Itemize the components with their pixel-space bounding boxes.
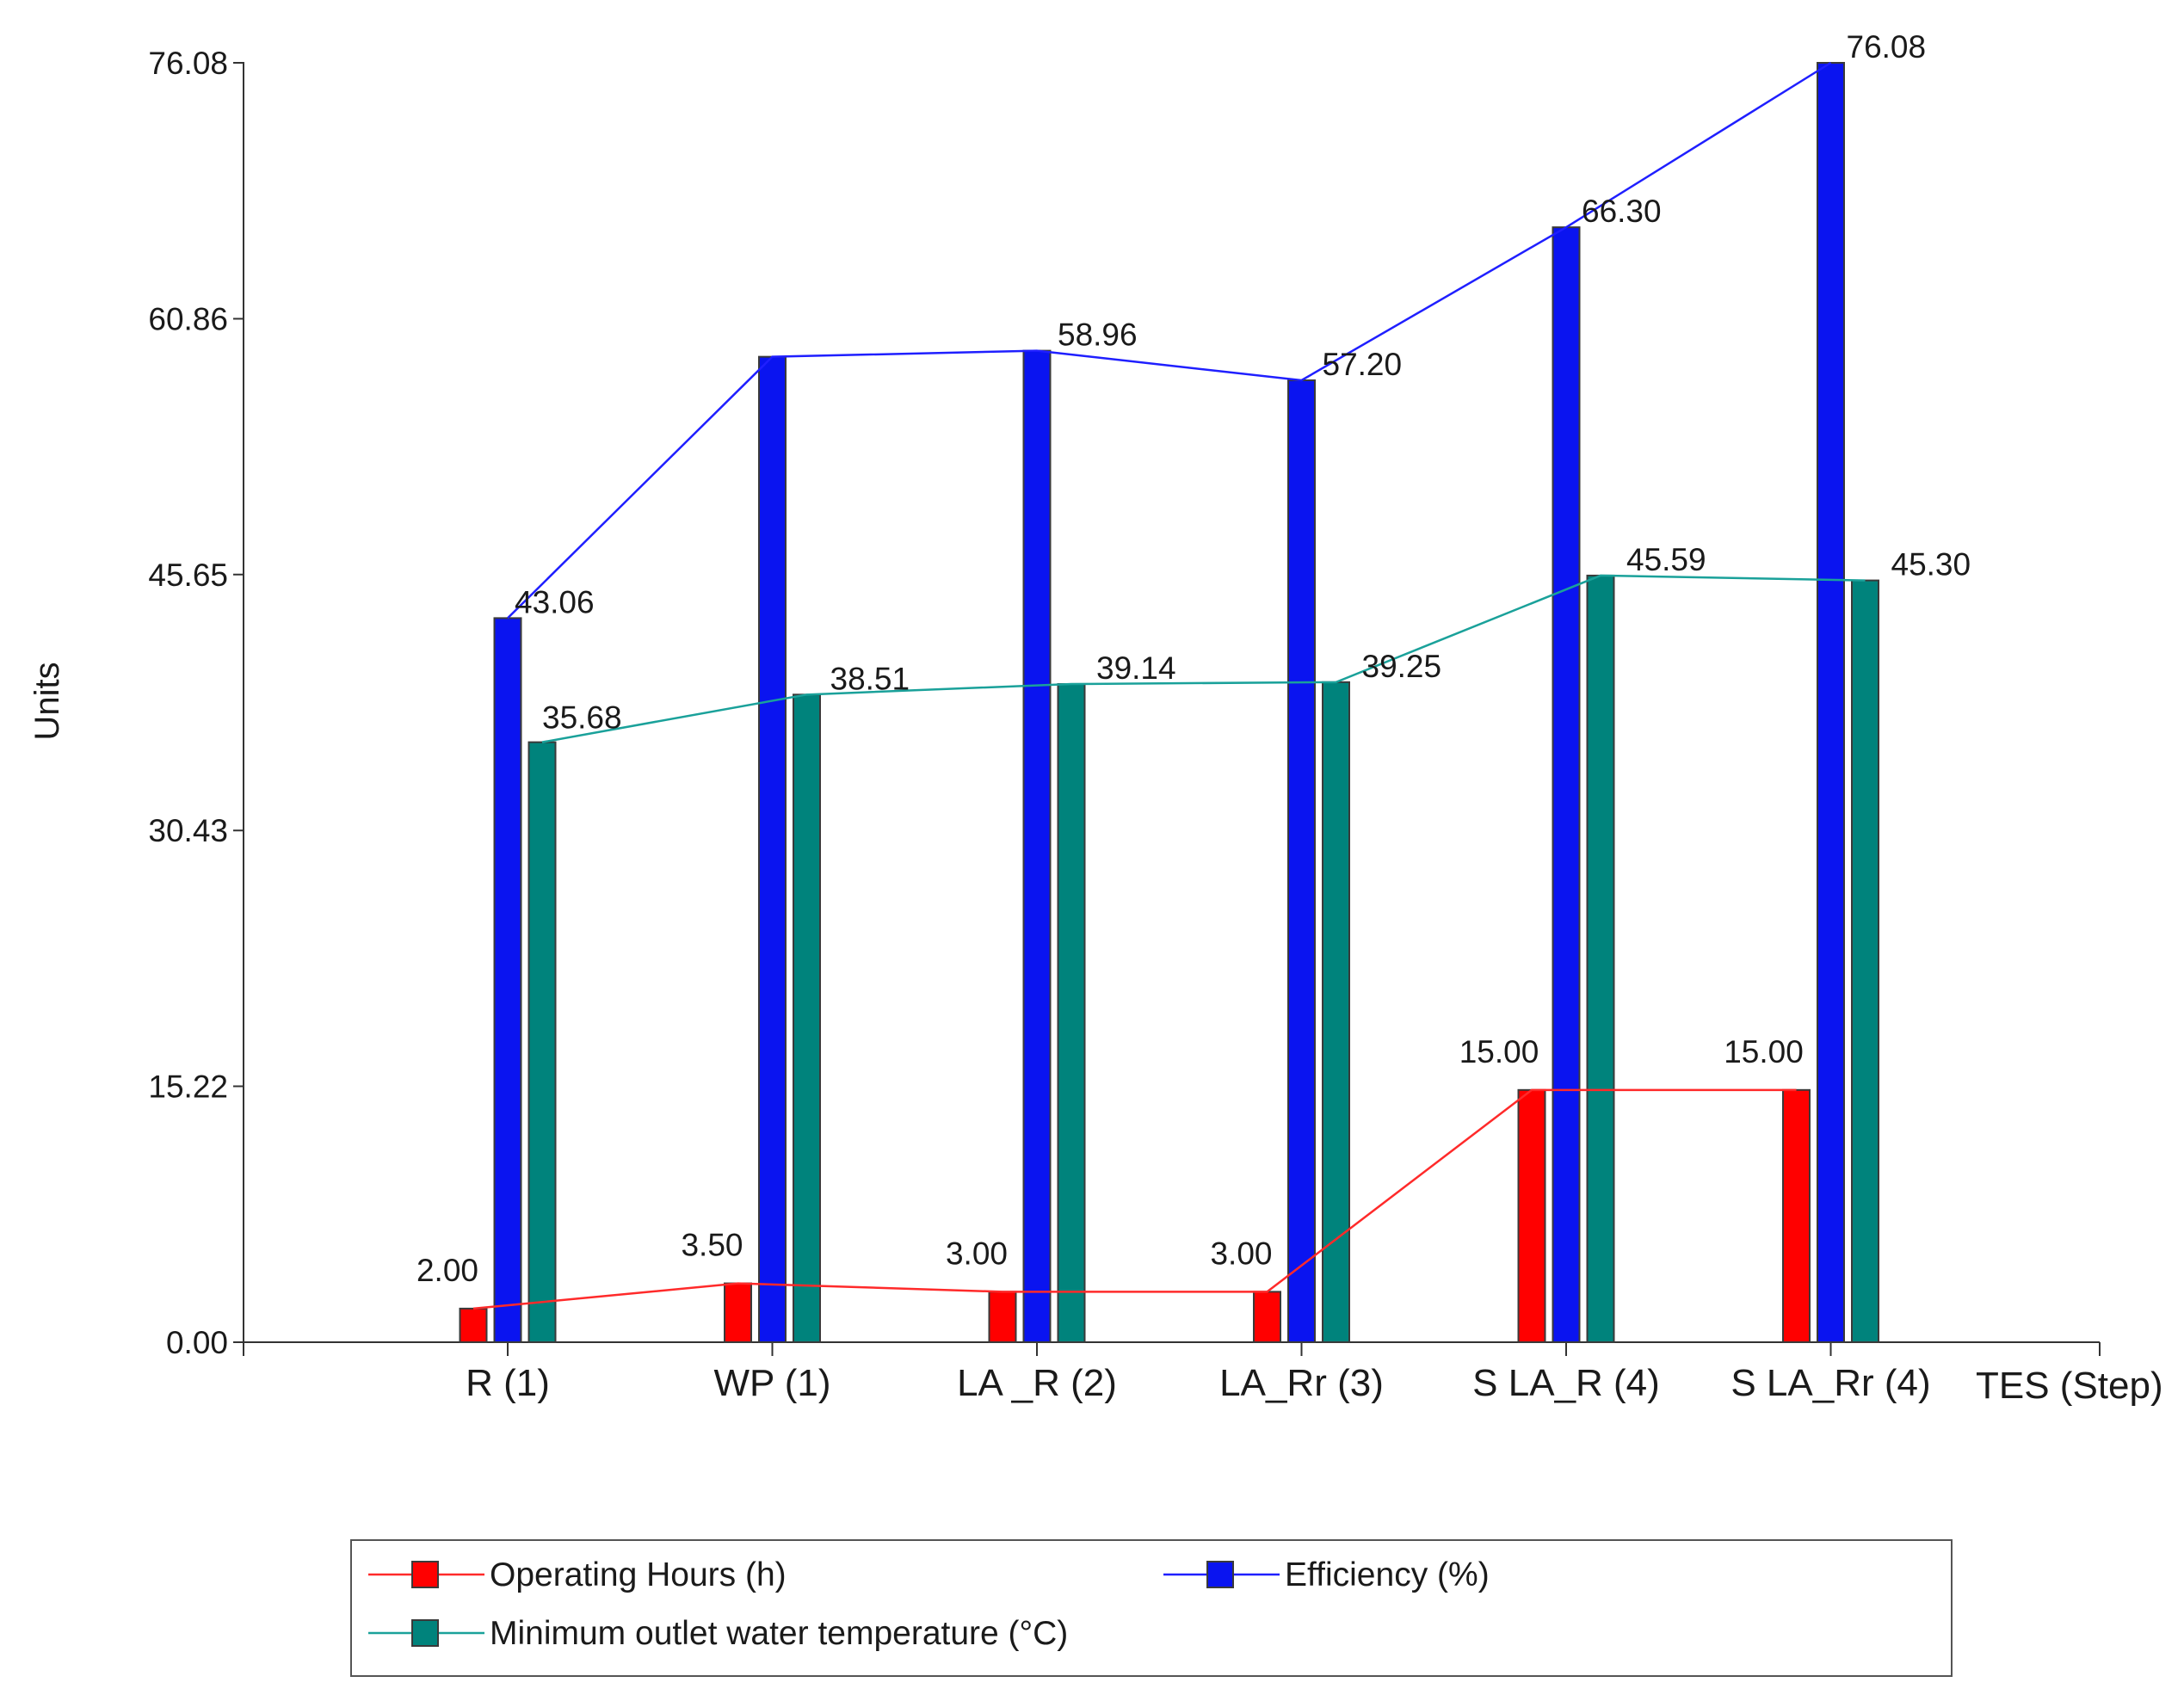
bar-series-2: [1057, 683, 1086, 1343]
bar-series-2: [527, 741, 557, 1343]
series-line-1: [507, 61, 1832, 619]
legend-swatch-1: [1206, 1561, 1234, 1588]
data-label-series-2: 39.25: [1362, 649, 1442, 684]
series-line-0: [472, 1088, 1797, 1310]
x-axis-title: TES (Step): [1976, 1365, 2163, 1407]
y-tick-label: 30.43: [148, 813, 228, 848]
lines-layer: [472, 61, 1866, 1310]
bar-series-0: [1517, 1088, 1546, 1343]
bar-series-0: [724, 1282, 752, 1344]
data-label-series-1: 76.08: [1847, 29, 1927, 65]
data-label-series-0: 15.00: [1459, 1034, 1539, 1069]
data-label-series-0: 3.50: [681, 1228, 743, 1263]
data-label-series-2: 45.59: [1626, 542, 1706, 577]
bar-series-1: [1287, 379, 1316, 1343]
y-tick-label: 60.86: [148, 301, 228, 336]
x-tick-label: LA _R (2): [957, 1362, 1117, 1404]
labels-layer: 2.00 3.50 3.00 3.00 15.00 15.00 43.06 58.96 57.2…: [416, 29, 1971, 1288]
data-label-series-0: 3.00: [1210, 1236, 1272, 1271]
x-tick-label: S LA_R (4): [1472, 1362, 1660, 1404]
legend-label-0: Operating Hours (h): [490, 1556, 787, 1593]
series-line-2: [541, 574, 1866, 743]
axes-layer: 0.00 15.22 30.43 45.65 60.86 76.08 Units R (1) W…: [28, 46, 2163, 1407]
bar-series-2: [1586, 574, 1615, 1343]
y-tick-label: 76.08: [148, 46, 228, 81]
data-label-series-0: 3.00: [946, 1236, 1008, 1271]
x-tick-label: LA_Rr (3): [1219, 1362, 1384, 1404]
data-label-series-1: 57.20: [1323, 347, 1403, 382]
bar-series-0: [988, 1291, 1017, 1344]
legend-box: [350, 1539, 1953, 1677]
x-tick-label: S LA_Rr (4): [1731, 1362, 1930, 1404]
legend: Operating Hours (h) Efficiency (%) Minimum…: [350, 1539, 1953, 1677]
data-label-series-2: 45.30: [1891, 547, 1971, 582]
y-tick-label: 45.65: [148, 558, 228, 593]
bar-series-1: [1817, 62, 1845, 1343]
bars-layer: [459, 62, 1879, 1344]
y-tick-label: 0.00: [166, 1325, 228, 1360]
bar-series-2: [1322, 681, 1350, 1343]
x-tick-label: WP (1): [713, 1362, 830, 1404]
legend-swatch-0: [411, 1561, 439, 1588]
bar-series-1: [758, 355, 787, 1343]
legend-swatch-2: [411, 1619, 439, 1647]
data-label-series-0: 2.00: [416, 1253, 478, 1288]
bar-series-1: [1552, 226, 1581, 1343]
data-label-series-1: 58.96: [1058, 317, 1138, 353]
data-label-series-2: 38.51: [830, 661, 910, 696]
legend-label-2: Minimum outlet water temperature (°C): [490, 1615, 1068, 1652]
data-label-series-2: 35.68: [542, 700, 622, 736]
bar-series-2: [1851, 579, 1879, 1343]
bar-series-2: [793, 693, 821, 1343]
bar-series-1: [1022, 349, 1052, 1343]
y-axis-title: Units: [28, 662, 66, 740]
bar-series-0: [1253, 1291, 1281, 1344]
bar-series-0: [459, 1307, 488, 1343]
bar-series-0: [1782, 1088, 1811, 1343]
data-label-series-2: 39.14: [1096, 650, 1176, 686]
data-label-series-1: 66.30: [1582, 194, 1662, 229]
x-tick-label: R (1): [466, 1362, 550, 1404]
bar-series-1: [493, 617, 522, 1343]
data-label-series-0: 15.00: [1724, 1034, 1804, 1069]
data-label-series-1: 43.06: [515, 584, 595, 619]
y-tick-label: 15.22: [148, 1069, 228, 1105]
legend-label-1: Efficiency (%): [1285, 1556, 1490, 1593]
